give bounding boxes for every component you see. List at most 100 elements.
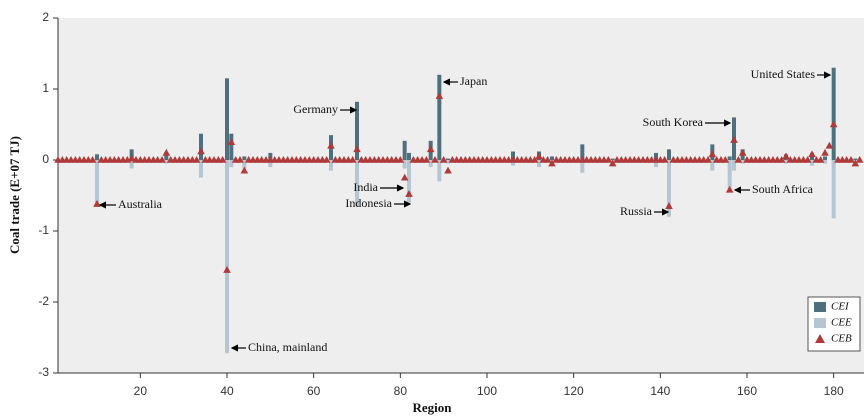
triangle-marker [721,156,730,163]
triangle-marker [439,156,448,163]
y-tick-label: 2 [42,10,49,24]
y-tick-label: -3 [38,365,49,379]
bar [95,160,99,207]
y-tick-label: 0 [42,152,49,166]
triangle-marker [435,92,444,99]
bar [428,160,433,168]
triangle-marker [218,156,227,163]
x-tick-label: 100 [477,384,497,398]
triangle-marker [422,156,431,163]
triangle-marker [777,156,786,163]
triangle-marker [543,156,552,163]
bar [437,160,442,182]
bar [402,140,407,160]
triangle-marker [851,159,860,167]
annotation: South Africa [752,182,814,196]
triangle-marker [327,141,335,149]
bar [129,160,134,169]
triangle-marker [847,156,855,163]
bar [355,160,359,207]
bar [329,160,333,171]
bar [853,158,858,160]
legend-label: CEE [831,317,852,329]
triangle-marker [322,156,331,163]
bar [511,151,515,160]
bar [580,160,585,173]
annotation: United States [751,67,816,81]
annotation: Japan [460,74,487,88]
triangle-marker [816,156,825,163]
bar [831,67,836,160]
triangle-marker [725,185,734,193]
triangle-marker [431,156,439,163]
triangle-marker [88,156,97,163]
annotation: India [353,180,378,194]
triangle-marker [396,156,405,163]
y-axis-label: Coal trade (E+07 TJ) [7,136,22,254]
triangle-marker [426,145,435,153]
plot-area [58,18,864,373]
annotation: Indonesia [345,196,392,210]
bar [667,149,671,160]
bar [242,156,247,160]
triangle-marker [240,166,249,174]
triangle-marker [782,152,790,160]
triangle-marker [704,156,712,163]
triangle-marker [348,156,357,163]
x-tick-label: 40 [220,384,234,398]
bar [727,156,732,160]
bar [199,133,203,160]
triangle-marker [548,159,556,167]
triangle-marker [608,159,617,167]
bar [95,154,99,160]
bar [225,160,229,354]
triangle-marker [803,156,812,163]
bar [242,160,247,169]
bar [164,152,169,160]
triangle-marker [158,156,166,163]
triangle-marker [236,156,244,163]
triangle-marker [405,190,413,197]
bar [732,160,736,171]
triangle-marker [444,166,452,174]
bar [355,101,359,160]
legend-swatch [815,334,825,343]
triangle-marker [734,156,743,163]
triangle-marker [353,145,361,153]
bar [654,160,658,168]
legend-swatch [814,302,826,312]
x-tick-label: 180 [824,384,844,398]
bar [199,160,203,178]
bar [550,156,554,160]
triangle-marker [127,154,136,162]
bar [511,160,515,166]
bar [710,160,715,171]
bar [225,78,229,160]
bar [610,158,615,160]
annotation: Russia [620,204,653,218]
legend-label: CEB [831,333,852,345]
annotation: South Korea [643,115,704,129]
bar [823,156,827,160]
triangle-marker [855,156,864,163]
triangle-marker [730,136,738,143]
x-tick-label: 140 [650,384,670,398]
bar [407,160,411,203]
bar [580,144,585,160]
triangle-marker [829,120,838,128]
triangle-marker [738,148,747,156]
triangle-marker [197,147,205,155]
x-tick-label: 160 [737,384,757,398]
triangle-marker [223,266,231,273]
y-tick-label: -2 [38,294,49,308]
triangle-marker [530,156,539,163]
x-axis-label: Region [413,400,453,415]
triangle-marker [808,150,816,158]
triangle-marker [604,156,613,163]
legend-swatch [814,318,826,328]
bar [831,160,836,219]
bar [810,160,814,166]
triangle-marker [708,150,717,158]
triangle-marker [192,156,201,163]
